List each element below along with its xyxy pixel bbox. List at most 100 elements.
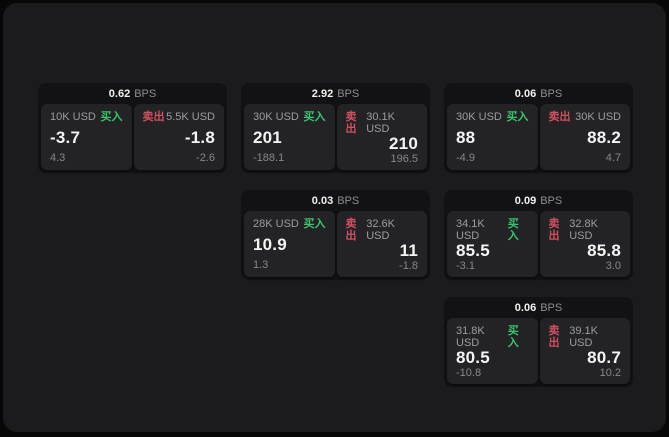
- quote-card: 2.92 BPS 30K USD 买入 201 -188.1 卖出 30.1K …: [241, 83, 430, 173]
- sell-label: 卖出: [345, 218, 357, 242]
- buy-panel[interactable]: 10K USD 买入 -3.7 4.3: [41, 104, 132, 170]
- sell-price: 210: [389, 134, 418, 153]
- buy-label: 买入: [507, 325, 519, 349]
- sell-panel[interactable]: 卖出 32.6K USD 11 -1.8: [336, 211, 427, 277]
- card-body: 34.1K USD 买入 85.5 -3.1 卖出 32.8K USD 85.8…: [444, 211, 633, 280]
- bps-value: 0.62: [108, 87, 131, 100]
- sell-amount: 30.1K USD: [366, 111, 395, 135]
- buy-amount: 30K USD: [456, 111, 502, 123]
- buy-amount: 10K USD: [50, 111, 96, 123]
- sell-panel[interactable]: 卖出 32.8K USD 85.8 3.0: [539, 211, 630, 277]
- sell-row: 卖出 5.5K USD: [143, 111, 216, 123]
- quote-card: 0.09 BPS 34.1K USD 买入 85.5 -3.1 卖出 32.8K…: [444, 190, 633, 280]
- sell-label: 卖出: [142, 111, 165, 123]
- bps-label: BPS: [540, 87, 563, 100]
- sell-label: 卖出: [548, 325, 560, 349]
- sell-row: 卖出 30K USD: [549, 111, 622, 123]
- buy-panel[interactable]: 30K USD 买入 88 -4.9: [447, 104, 538, 170]
- sell-row: 卖出 32.8K USD: [549, 218, 622, 242]
- sell-delta: 3.0: [605, 260, 621, 272]
- sell-price: 11: [399, 241, 418, 260]
- buy-price: 85.5: [456, 241, 490, 260]
- buy-panel[interactable]: 28K USD 买入 10.9 1.3: [244, 211, 335, 277]
- buy-row: 31.8K USD 买入: [456, 325, 529, 349]
- quote-card: 0.62 BPS 10K USD 买入 -3.7 4.3 卖出 5.5K USD…: [38, 83, 227, 173]
- sell-label: 卖出: [548, 111, 571, 123]
- buy-panel[interactable]: 31.8K USD 买入 80.5 -10.8: [447, 318, 538, 384]
- buy-price: -3.7: [50, 127, 81, 147]
- sell-panel[interactable]: 卖出 30K USD 88.2 4.7: [539, 104, 630, 170]
- sell-amount: 32.6K USD: [366, 218, 395, 242]
- buy-label: 买入: [506, 111, 529, 123]
- sell-label: 卖出: [548, 218, 560, 242]
- buy-row: 34.1K USD 买入: [456, 218, 529, 242]
- buy-row: 30K USD 买入: [456, 111, 529, 123]
- card-header: 0.06 BPS: [444, 83, 633, 104]
- card-body: 30K USD 买入 201 -188.1 卖出 30.1K USD 210 1…: [241, 104, 430, 173]
- sell-delta: 4.7: [605, 152, 621, 164]
- sell-delta: -1.8: [399, 260, 418, 272]
- sell-delta: -2.6: [196, 152, 215, 164]
- bps-value: 2.92: [311, 87, 334, 100]
- card-body: 28K USD 买入 10.9 1.3 卖出 32.6K USD 11 -1.8: [241, 211, 430, 280]
- bps-label: BPS: [540, 301, 563, 314]
- bps-value: 0.09: [514, 194, 537, 207]
- buy-label: 买入: [507, 218, 519, 242]
- quotes-panel: 0.62 BPS 10K USD 买入 -3.7 4.3 卖出 5.5K USD…: [3, 3, 666, 432]
- bps-value: 0.03: [311, 194, 334, 207]
- buy-delta: -4.9: [456, 152, 475, 164]
- buy-panel[interactable]: 30K USD 买入 201 -188.1: [244, 104, 335, 170]
- buy-price: 201: [253, 127, 282, 147]
- buy-amount: 28K USD: [253, 218, 299, 230]
- sell-delta: 196.5: [390, 153, 418, 165]
- buy-price: 10.9: [253, 234, 287, 254]
- sell-price: -1.8: [184, 127, 215, 147]
- bps-value: 0.06: [514, 301, 537, 314]
- card-body: 31.8K USD 买入 80.5 -10.8 卖出 39.1K USD 80.…: [444, 318, 633, 387]
- buy-delta: -3.1: [456, 260, 475, 272]
- card-header: 0.09 BPS: [444, 190, 633, 211]
- buy-label: 买入: [303, 111, 326, 123]
- buy-amount: 30K USD: [253, 111, 299, 123]
- sell-row: 卖出 32.6K USD: [346, 218, 419, 242]
- sell-price: 88.2: [587, 127, 621, 147]
- buy-label: 买入: [100, 111, 123, 123]
- sell-amount: 5.5K USD: [166, 111, 215, 123]
- buy-amount: 34.1K USD: [456, 218, 485, 242]
- buy-delta: -188.1: [253, 152, 285, 164]
- card-header: 2.92 BPS: [241, 83, 430, 104]
- sell-amount: 30K USD: [575, 111, 621, 123]
- sell-panel[interactable]: 卖出 39.1K USD 80.7 10.2: [539, 318, 630, 384]
- buy-delta: -10.8: [456, 367, 482, 379]
- buy-delta: 1.3: [253, 259, 269, 271]
- card-header: 0.06 BPS: [444, 297, 633, 318]
- sell-amount: 32.8K USD: [569, 218, 598, 242]
- card-header: 0.62 BPS: [38, 83, 227, 104]
- sell-panel[interactable]: 卖出 30.1K USD 210 196.5: [336, 104, 427, 170]
- buy-price: 80.5: [456, 348, 490, 367]
- quote-card: 0.03 BPS 28K USD 买入 10.9 1.3 卖出 32.6K US…: [241, 190, 430, 280]
- buy-row: 28K USD 买入: [253, 218, 326, 230]
- buy-row: 30K USD 买入: [253, 111, 326, 123]
- bps-label: BPS: [337, 87, 360, 100]
- sell-price: 80.7: [587, 348, 621, 367]
- bps-label: BPS: [134, 87, 157, 100]
- buy-panel[interactable]: 34.1K USD 买入 85.5 -3.1: [447, 211, 538, 277]
- bps-label: BPS: [337, 194, 360, 207]
- card-body: 30K USD 买入 88 -4.9 卖出 30K USD 88.2 4.7: [444, 104, 633, 173]
- buy-delta: 4.3: [50, 152, 66, 164]
- buy-amount: 31.8K USD: [456, 325, 485, 349]
- bps-value: 0.06: [514, 87, 537, 100]
- sell-delta: 10.2: [599, 367, 621, 379]
- sell-price: 85.8: [587, 241, 621, 260]
- bps-label: BPS: [540, 194, 563, 207]
- sell-label: 卖出: [345, 111, 357, 135]
- buy-price: 88: [456, 127, 476, 147]
- sell-row: 卖出 30.1K USD: [346, 111, 419, 135]
- sell-panel[interactable]: 卖出 5.5K USD -1.8 -2.6: [133, 104, 224, 170]
- sell-row: 卖出 39.1K USD: [549, 325, 622, 349]
- sell-amount: 39.1K USD: [569, 325, 598, 349]
- quote-card: 0.06 BPS 30K USD 买入 88 -4.9 卖出 30K USD 8…: [444, 83, 633, 173]
- quote-card: 0.06 BPS 31.8K USD 买入 80.5 -10.8 卖出 39.1…: [444, 297, 633, 387]
- card-header: 0.03 BPS: [241, 190, 430, 211]
